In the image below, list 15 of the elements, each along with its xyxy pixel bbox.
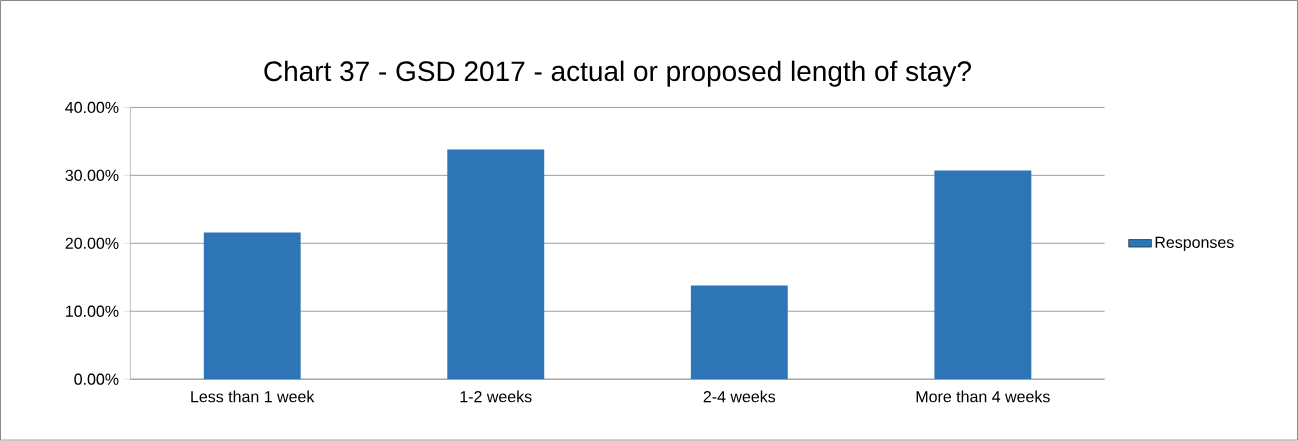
bar bbox=[934, 170, 1032, 380]
x-tick-label: 1-2 weeks bbox=[460, 390, 532, 403]
bar bbox=[447, 149, 545, 380]
chart-title: Chart 37 - GSD 2017 - actual or proposed length of stay? bbox=[264, 60, 971, 87]
x-tick-label: Less than 1 week bbox=[191, 390, 315, 403]
y-tick-label: 40.00% bbox=[65, 101, 119, 114]
bar bbox=[690, 285, 788, 380]
y-tick-label: 30.00% bbox=[65, 169, 119, 182]
y-tick-label: 0.00% bbox=[74, 373, 119, 386]
x-tick-label: 2-4 weeks bbox=[703, 390, 776, 403]
bar bbox=[203, 232, 301, 380]
y-tick-label: 10.00% bbox=[66, 305, 119, 318]
y-tick-label: 20.00% bbox=[65, 237, 119, 250]
x-tick-label: More than 4 weeks bbox=[916, 390, 1050, 403]
legend-label: Responses bbox=[1155, 236, 1234, 252]
